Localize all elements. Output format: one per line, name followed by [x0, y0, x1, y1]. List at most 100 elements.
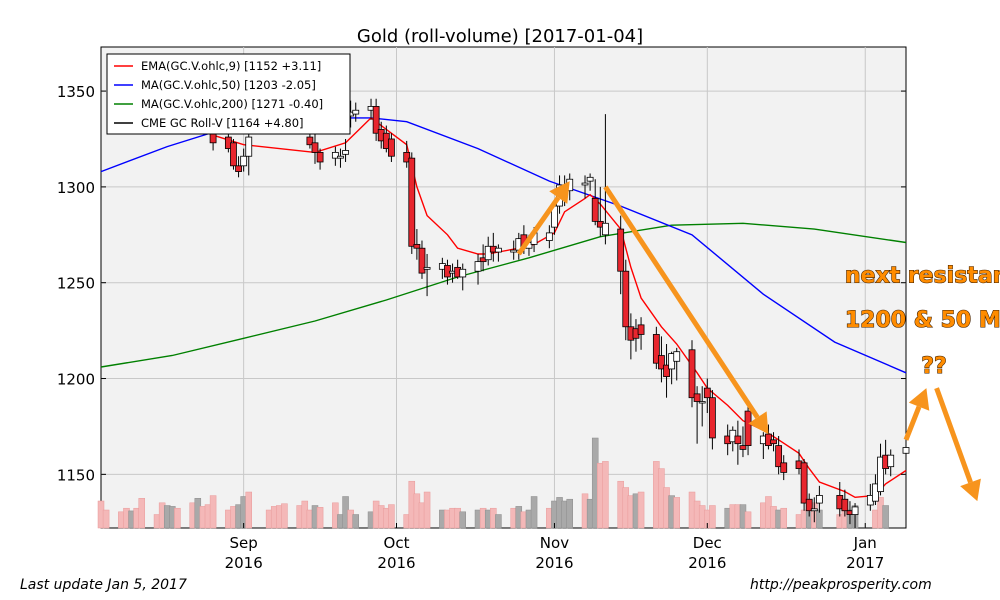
candle-body: [637, 324, 645, 335]
annotation-text: next resistance:: [845, 264, 1000, 289]
candle-body: [408, 157, 416, 247]
x-tick-year: 2016: [688, 554, 726, 572]
candle-body: [775, 445, 783, 468]
annotation-arrowhead: [960, 478, 981, 502]
candle-body: [337, 155, 344, 159]
volume-bar: [388, 504, 395, 529]
volume-bar: [245, 491, 253, 529]
candle-body: [872, 483, 879, 502]
candle-body: [484, 245, 492, 261]
annotations: next resistance: 1200 & 50 MA??: [516, 181, 1000, 502]
annotation-arrow: [603, 185, 760, 419]
x-tick-year: 2016: [377, 554, 415, 572]
candle-body: [331, 151, 339, 159]
candle-body: [815, 495, 823, 504]
volume-bar: [637, 491, 645, 529]
annotation-arrowhead: [748, 411, 769, 435]
volume-bar: [209, 495, 217, 529]
candle-body: [545, 232, 553, 241]
x-tick-year: 2016: [535, 554, 573, 572]
candle-body: [877, 456, 884, 492]
candle-body: [418, 247, 426, 274]
volume-bar: [174, 507, 181, 529]
candle-body: [316, 151, 324, 163]
candle-body: [403, 151, 411, 163]
candle-body: [805, 498, 813, 512]
candle-body: [230, 142, 237, 167]
y-tick-label: 1200: [57, 371, 95, 389]
volume-bar: [566, 498, 573, 529]
candle-body: [413, 243, 421, 249]
candle-body: [841, 498, 849, 512]
candle-body: [673, 351, 681, 362]
candle-body: [240, 155, 248, 167]
candle-body: [372, 106, 380, 134]
candle-body: [591, 197, 599, 222]
annotation-arrowhead: [549, 181, 570, 204]
legend-label: MA(GC.V.ohlc,200) [1271 -0.40]: [141, 97, 323, 111]
chart-title: Gold (roll-volume) [2017-01-04]: [357, 26, 643, 47]
legend-label: EMA(GC.V.ohlc,9) [1152 +3.11]: [141, 59, 321, 73]
volume-bar: [316, 507, 324, 529]
candle-body: [474, 261, 482, 272]
x-tick-month: Oct: [384, 534, 410, 552]
x-tick-year: 2017: [846, 554, 884, 572]
candle-body: [851, 506, 859, 515]
candle-body: [581, 182, 589, 186]
candle-body: [245, 136, 253, 157]
candle-body: [708, 397, 716, 439]
candle-body: [658, 355, 665, 370]
candle-body: [342, 150, 349, 155]
x-tick-month: Nov: [540, 534, 569, 552]
candle-body: [388, 138, 395, 157]
x-tick-year: 2016: [225, 554, 263, 572]
grid-lines: [101, 47, 906, 528]
annotation-arrow: [516, 196, 561, 256]
volume-bar: [352, 514, 359, 529]
last-update-note: Last update Jan 5, 2017: [20, 577, 187, 593]
volume-bar: [816, 509, 823, 529]
volume-bar: [495, 514, 502, 529]
candle-body: [698, 401, 706, 404]
candle-body: [510, 249, 518, 253]
volume-bar: [459, 511, 466, 529]
volume-bar: [673, 497, 680, 529]
y-tick-label: 1250: [57, 275, 95, 293]
x-tick-month: Jan: [853, 534, 877, 552]
volume-bars: [97, 437, 889, 529]
candle-body: [800, 462, 808, 504]
volume-bar: [744, 511, 752, 529]
candle-body: [352, 109, 360, 115]
legend: EMA(GC.V.ohlc,9) [1152 +3.11] MA(GC.V.ohl…: [106, 53, 351, 135]
candle-body: [780, 462, 788, 473]
volume-bar: [709, 505, 716, 529]
candle-body: [663, 364, 670, 378]
candle-body: [495, 247, 502, 253]
y-tick-label: 1350: [57, 83, 95, 101]
candle-body: [235, 165, 242, 172]
legend-label: MA(GC.V.ohlc,50) [1203 -2.05]: [141, 78, 316, 92]
volume-bar: [423, 491, 431, 529]
annotation-arrowhead: [908, 388, 930, 411]
candle-body: [770, 439, 777, 445]
legend-box: [106, 53, 351, 135]
candle-body: [810, 508, 818, 512]
candle-body: [622, 270, 630, 328]
candle-body: [688, 349, 696, 399]
candle-body: [734, 435, 742, 445]
candle-body: [311, 142, 319, 153]
annotation-arrow: [934, 387, 973, 484]
candle-body: [459, 268, 467, 278]
volume-bar: [602, 461, 609, 529]
candle-body: [703, 387, 711, 399]
candle-body: [652, 334, 660, 364]
volume-bar: [138, 498, 146, 529]
candle-body: [693, 393, 701, 402]
y-tick-label: 1300: [57, 179, 95, 197]
volume-bar: [780, 507, 787, 529]
annotation-arrow: [903, 405, 922, 441]
annotation-text: 1200 & 50 MA: [845, 308, 1000, 333]
y-tick-label: 1150: [57, 466, 95, 484]
x-tick-month: Dec: [693, 534, 722, 552]
